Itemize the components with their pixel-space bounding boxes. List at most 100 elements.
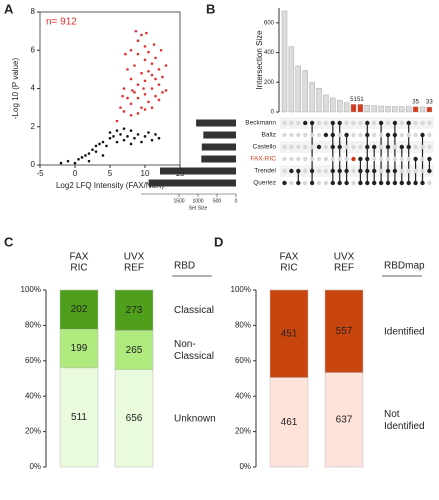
point xyxy=(134,29,138,33)
matrix-dot xyxy=(365,120,370,126)
set-bar xyxy=(148,179,236,187)
y-tick-label: 40% xyxy=(25,391,41,400)
matrix-empty xyxy=(399,120,404,126)
category-label: FAX RIC xyxy=(280,251,299,273)
matrix-dot xyxy=(378,120,384,126)
point xyxy=(150,62,154,65)
point xyxy=(129,102,133,106)
point xyxy=(94,144,98,148)
matrix-empty xyxy=(303,144,308,150)
point xyxy=(101,140,105,144)
matrix-dot xyxy=(344,180,349,186)
matrix-empty xyxy=(282,132,287,138)
matrix-dot xyxy=(365,180,370,186)
matrix-dot xyxy=(392,168,398,174)
matrix-dot xyxy=(406,180,411,186)
point xyxy=(122,110,126,113)
set-name: Castello xyxy=(253,144,277,151)
matrix-empty xyxy=(358,132,363,138)
value-label: 33 xyxy=(426,100,433,106)
matrix-empty xyxy=(427,144,432,150)
matrix-dot xyxy=(330,180,335,186)
point xyxy=(129,129,133,132)
panel-label: D xyxy=(214,234,223,249)
matrix-empty xyxy=(309,132,315,138)
y-tick-label: 40% xyxy=(235,391,251,400)
point xyxy=(77,157,80,161)
intersection-bar xyxy=(378,105,384,113)
bar-segment xyxy=(324,372,364,468)
bar-segment xyxy=(114,330,154,371)
matrix-empty xyxy=(392,156,398,162)
matrix-empty xyxy=(282,156,287,162)
x-tick-label: 5 xyxy=(108,169,113,178)
matrix-dot xyxy=(344,168,349,174)
matrix-dot xyxy=(330,132,335,138)
y-tick-label: 4 xyxy=(31,84,36,93)
y-tick-label: 0 xyxy=(31,160,36,169)
matrix-empty xyxy=(351,120,356,126)
y-tick-label: 20% xyxy=(25,427,41,436)
matrix-dot xyxy=(392,132,398,138)
point xyxy=(154,56,157,60)
segment-label: 656 xyxy=(126,413,143,424)
intersection-bar xyxy=(323,94,329,113)
point xyxy=(115,140,119,144)
matrix-dot xyxy=(385,168,391,174)
point xyxy=(122,138,126,142)
point xyxy=(140,71,143,75)
set-bar xyxy=(201,143,236,151)
matrix-dot xyxy=(385,132,391,138)
matrix-dot xyxy=(372,144,377,150)
bar-segment xyxy=(59,328,99,369)
intersection-bar xyxy=(364,105,370,113)
matrix-empty xyxy=(316,132,322,138)
point xyxy=(147,69,150,73)
matrix-empty xyxy=(303,168,308,174)
segment-label: 557 xyxy=(336,326,353,337)
point xyxy=(140,140,143,144)
intersection-bar xyxy=(309,82,315,113)
segment-label: 451 xyxy=(281,328,298,339)
set-name: Beckmann xyxy=(245,120,276,127)
matrix-dot xyxy=(420,180,425,186)
point xyxy=(126,68,129,71)
intersection-bar xyxy=(295,65,301,113)
point xyxy=(154,77,157,81)
intersection-bar xyxy=(330,97,336,113)
set-name: Baltz xyxy=(262,132,276,139)
matrix-empty xyxy=(399,168,404,174)
point xyxy=(133,64,136,67)
intersection-bar xyxy=(343,102,350,113)
matrix-empty xyxy=(399,156,404,162)
matrix-empty xyxy=(323,156,329,162)
point xyxy=(140,33,143,37)
point xyxy=(136,112,140,115)
matrix-empty xyxy=(399,132,404,138)
point xyxy=(108,131,112,134)
matrix-dot xyxy=(358,156,363,162)
bar-segment xyxy=(269,377,309,468)
matrix-empty xyxy=(378,168,384,174)
matrix-empty xyxy=(309,156,315,162)
point xyxy=(136,133,140,136)
matrix-empty xyxy=(289,120,294,126)
matrix-empty xyxy=(392,144,398,150)
matrix-empty xyxy=(413,120,418,126)
matrix-empty xyxy=(427,120,432,126)
matrix-dot xyxy=(420,132,425,138)
segment-label: 202 xyxy=(71,304,88,315)
matrix-empty xyxy=(420,144,425,150)
bar-segment xyxy=(59,289,99,330)
point xyxy=(147,100,150,104)
point xyxy=(164,64,168,67)
point xyxy=(143,45,147,48)
point xyxy=(108,136,112,140)
matrix-dot xyxy=(316,144,322,150)
matrix-dot xyxy=(337,120,342,126)
matrix-empty xyxy=(337,132,342,138)
bar-segment xyxy=(324,289,364,373)
x-tick-label: 10 xyxy=(141,169,150,178)
matrix-empty xyxy=(316,180,322,186)
matrix-empty xyxy=(378,144,384,150)
